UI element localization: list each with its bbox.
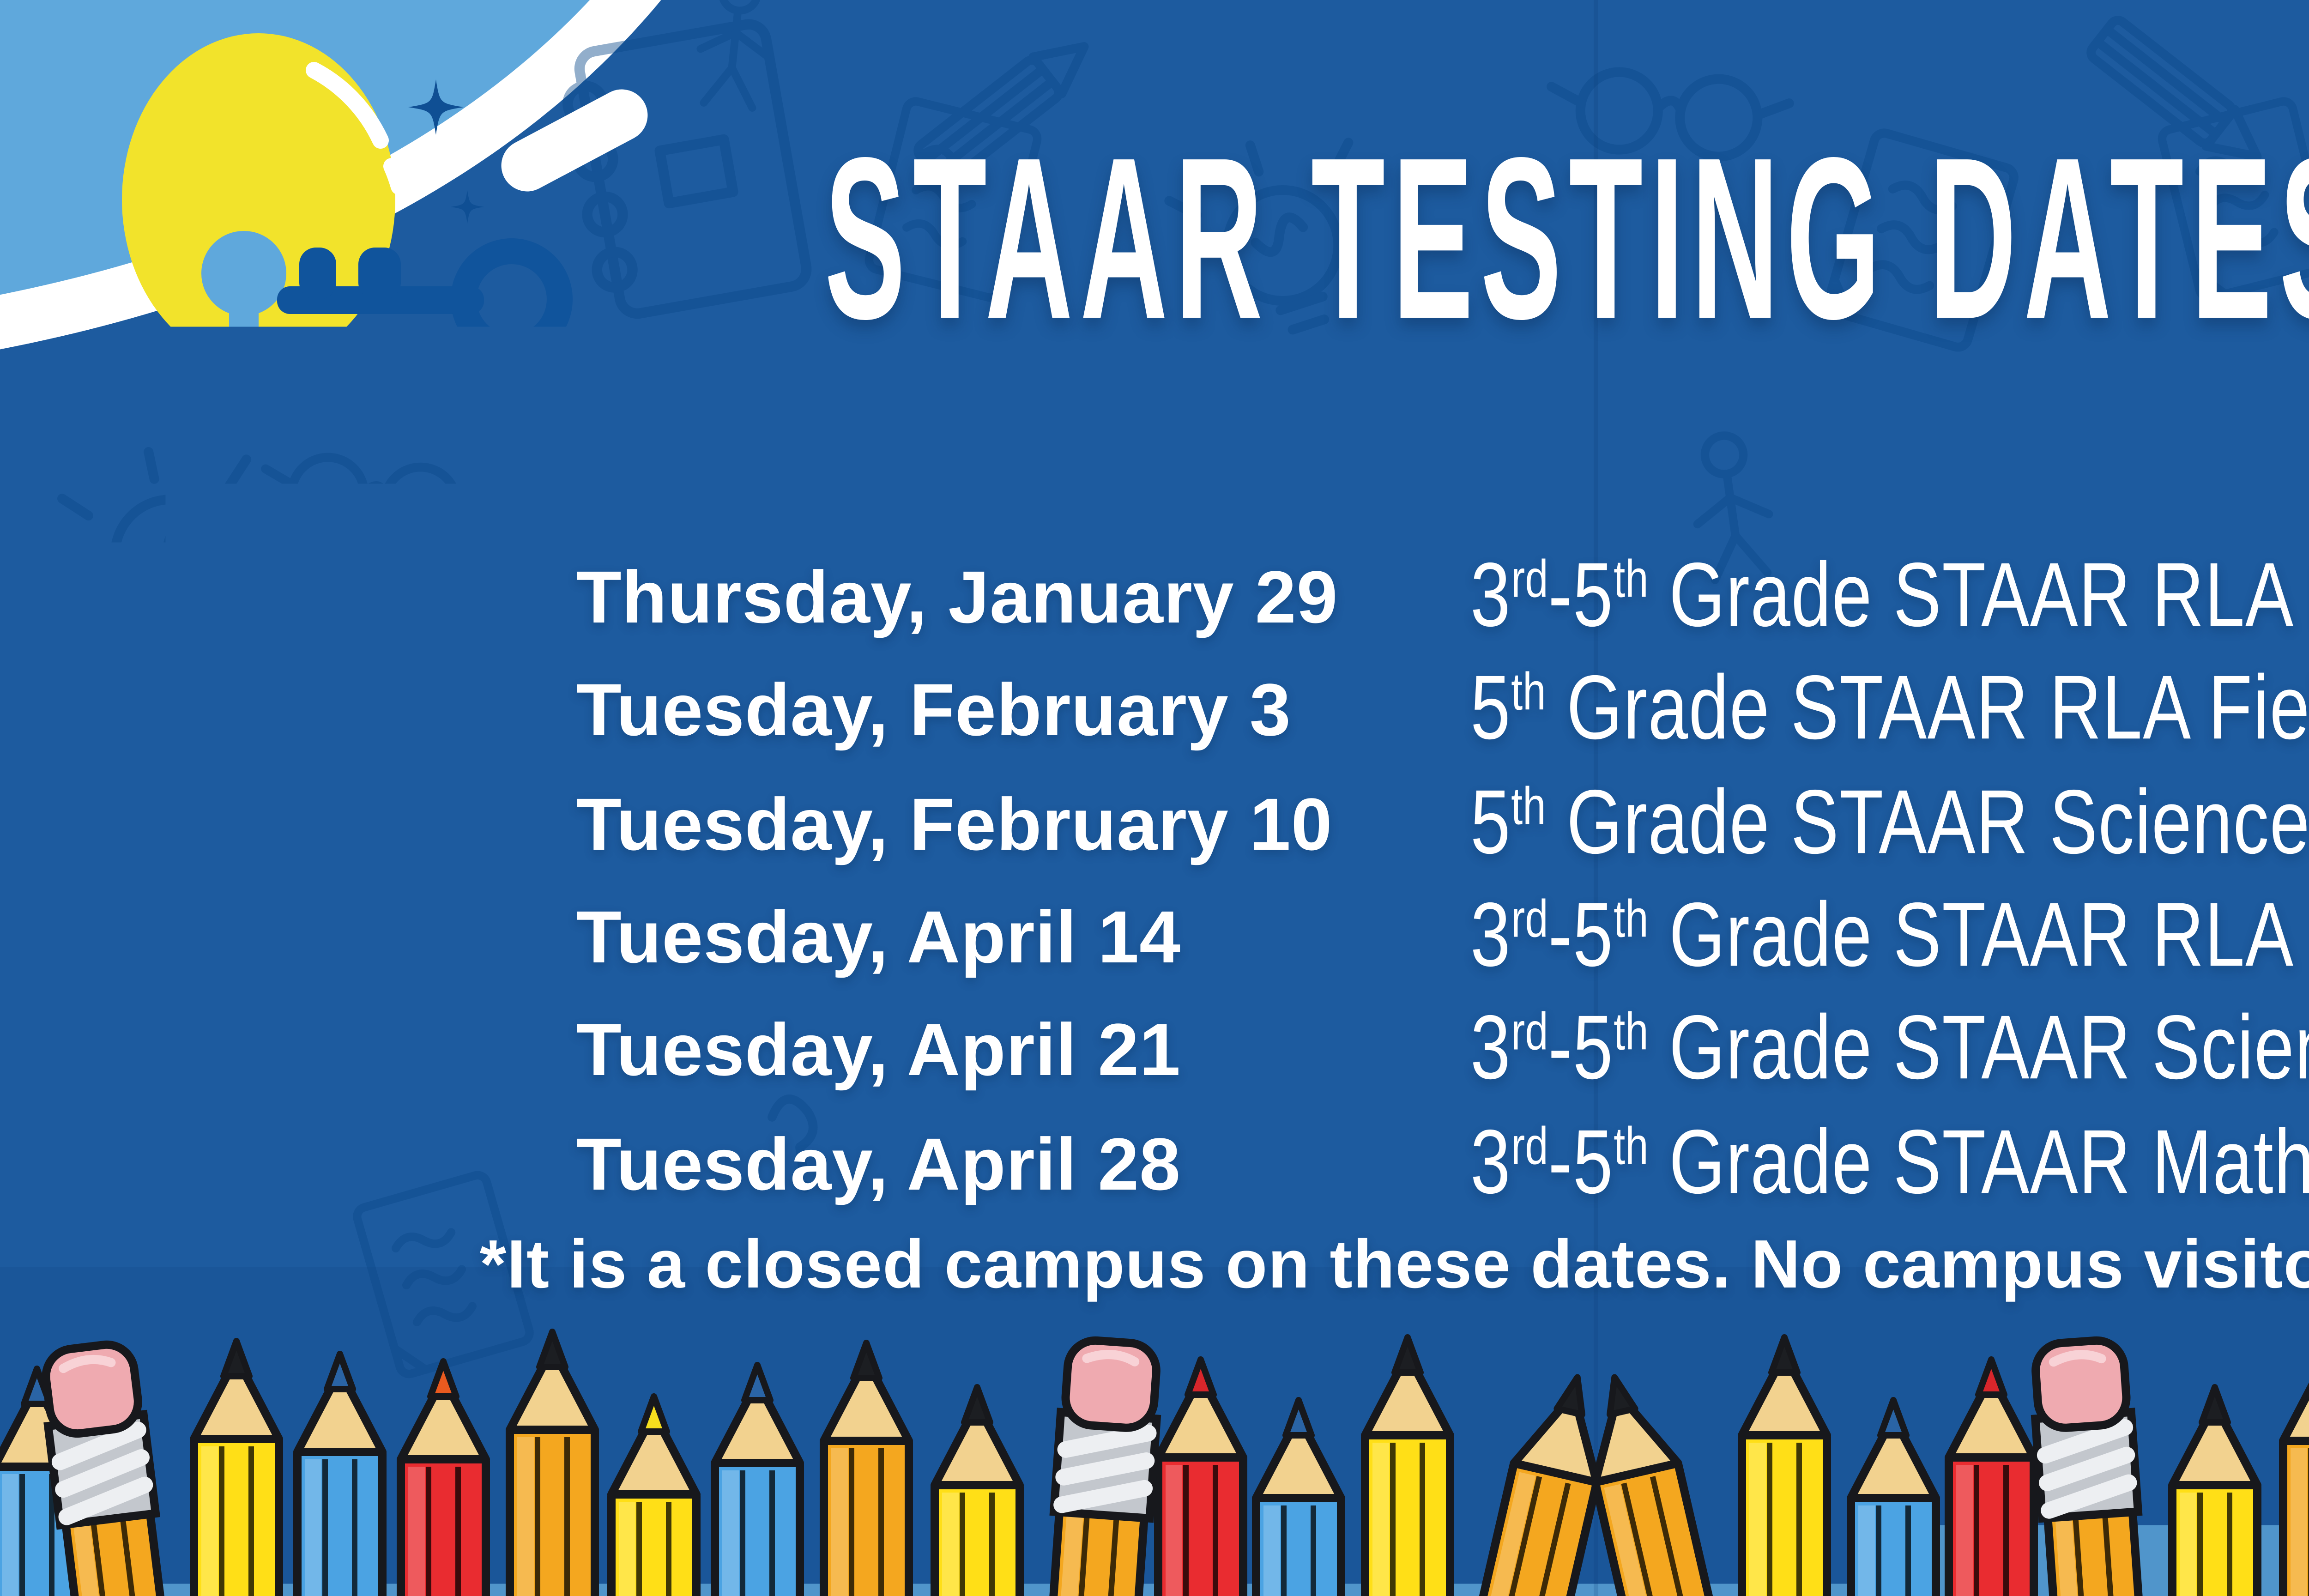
- schedule-row: Tuesday, April 21 3rd-5th Grade STAAR Sci…: [576, 996, 2309, 1109]
- schedule-row: Thursday, January 29 3rd-5th Grade STAAR …: [576, 543, 2309, 656]
- schedule-event: 3rd-5th Grade STAAR Science: [1470, 1009, 2309, 1096]
- schedule-event: 5th Grade STAAR Science Interim: [1470, 783, 2309, 870]
- schedule-event: 5th Grade STAAR RLA Field Test: [1470, 670, 2309, 756]
- text-layer: STAAR TESTING DATES Thursday, January 29…: [0, 0, 2309, 1596]
- schedule-event: 3rd-5th Grade STAAR RLA: [1470, 896, 2309, 983]
- schedule-row: Tuesday, February 3 5th Grade STAAR RLA F…: [576, 656, 2309, 769]
- closed-campus-footnote: *It is a closed campus on these dates. N…: [0, 1227, 2309, 1304]
- schedule-date: Tuesday, April 28: [576, 1124, 1470, 1208]
- schedule-table: Thursday, January 29 3rd-5th Grade STAAR …: [576, 543, 2309, 1222]
- staar-banner-poster: STAAR TESTING DATES Thursday, January 29…: [0, 0, 2309, 1596]
- schedule-row: Tuesday, April 14 3rd-5th Grade STAAR RLA: [576, 883, 2309, 996]
- schedule-date: Tuesday, April 21: [576, 1011, 1470, 1094]
- page-title-text: STAAR TESTING DATES: [824, 110, 2309, 374]
- page-title: STAAR TESTING DATES: [0, 155, 2309, 329]
- schedule-date: Tuesday, February 3: [576, 671, 1470, 755]
- schedule-date: Tuesday, April 14: [576, 898, 1470, 981]
- schedule-row: Tuesday, February 10 5th Grade STAAR Scie…: [576, 769, 2309, 883]
- schedule-date: Tuesday, February 10: [576, 785, 1470, 868]
- schedule-event: 3rd-5th Grade STAAR Math: [1470, 1123, 2309, 1209]
- schedule-event: 3rd-5th Grade STAAR RLA Interim: [1470, 556, 2309, 643]
- schedule-date: Thursday, January 29: [576, 558, 1470, 641]
- schedule-row: Tuesday, April 28 3rd-5th Grade STAAR Mat…: [576, 1109, 2309, 1222]
